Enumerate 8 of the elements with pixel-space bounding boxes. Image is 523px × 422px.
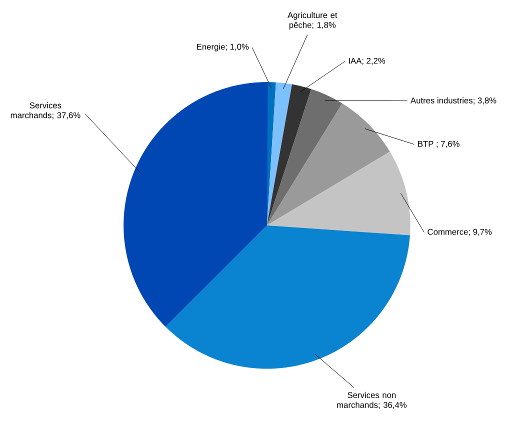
slice-label: Services marchands; 37,6% [10, 102, 80, 120]
slice-label: Services non marchands; 36,4% [337, 392, 407, 409]
slice-label: BTP ; 7,6% [418, 140, 460, 148]
slice-label: IAA; 2,2% [348, 58, 386, 65]
slice-label: Commerce; 9,7% [428, 228, 492, 236]
slice-label: Autres industries; 3,8% [410, 97, 496, 104]
slice-label: Agriculture et pêche; 1,8% [288, 12, 338, 30]
slice-label: Energie; 1,0% [197, 43, 249, 52]
